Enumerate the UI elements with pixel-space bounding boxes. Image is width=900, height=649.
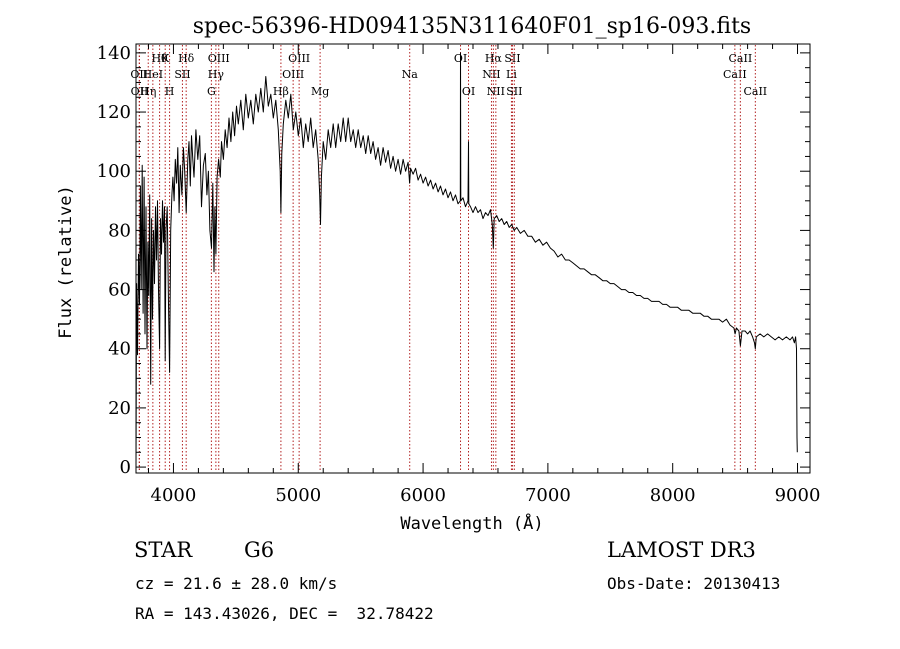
line-marker-label: K (161, 52, 170, 65)
redshift-cz: cz = 21.6 ± 28.0 km/s (135, 574, 338, 593)
y-axis-label: Flux (relative) (56, 185, 76, 339)
x-axis: 4000 5000 6000 7000 8000 9000 (147, 44, 821, 506)
x-tick-label: 5000 (275, 485, 321, 506)
line-marker-label: NII (487, 85, 505, 98)
line-marker-label: CaII (729, 52, 753, 65)
line-marker-label: Hη (140, 85, 156, 98)
line-marker-label: NII (482, 68, 500, 81)
line-markers: OIIOIIHηHeIHθKHSIIHδGHγOIIIHβOIIIOIIIMgN… (130, 45, 767, 472)
x-axis-label: Wavelength (Å) (400, 512, 543, 534)
observation-date: Obs-Date: 20130413 (607, 574, 781, 593)
line-marker-label: Hδ (178, 52, 195, 65)
chart-title: spec-56396-HD094135N311640F01_sp16-093.f… (193, 14, 751, 39)
line-marker-label: Hα (485, 52, 503, 65)
y-tick-label: 60 (108, 280, 131, 301)
y-tick-label: 100 (97, 161, 131, 182)
y-tick-label: 40 (108, 339, 131, 360)
y-tick-label: 20 (108, 398, 131, 419)
line-marker-label: OIII (208, 52, 230, 65)
x-tick-label: 6000 (400, 485, 446, 506)
line-marker-label: G (207, 85, 216, 98)
line-marker-label: HeI (143, 68, 163, 81)
line-marker-label: Li (506, 68, 517, 81)
x-tick-label: 4000 (151, 485, 197, 506)
x-tick-label: 7000 (525, 485, 571, 506)
ra-dec: RA = 143.43026, DEC = 32.78422 (135, 604, 434, 623)
line-marker-label: SII (174, 68, 190, 81)
line-marker-label: OIII (282, 68, 304, 81)
y-tick-label: 80 (108, 220, 131, 241)
line-marker-label: OIII (288, 52, 310, 65)
line-marker-label: CaII (723, 68, 747, 81)
line-marker-label: OI (462, 85, 475, 98)
line-marker-label: SII (506, 85, 522, 98)
object-class: STAR (134, 538, 193, 562)
line-marker-label: Na (402, 68, 419, 81)
line-marker-label: SII (504, 52, 520, 65)
spectrum-series (135, 52, 798, 468)
object-subclass: G6 (244, 538, 275, 562)
y-tick-label: 140 (97, 43, 131, 64)
y-axis: 0 20 40 60 80 100 120 140 (97, 43, 810, 478)
line-marker-label: Hγ (208, 68, 225, 81)
y-tick-label: 120 (97, 102, 131, 123)
line-marker-label: OII (131, 85, 149, 98)
spectrum-line-flux (135, 52, 798, 468)
line-marker-label: CaII (743, 85, 767, 98)
line-marker-label: H (165, 85, 175, 98)
survey-name: LAMOST DR3 (607, 538, 756, 562)
line-marker-label: Mg (311, 85, 329, 98)
x-tick-label: 8000 (650, 485, 696, 506)
x-tick-label: 9000 (775, 485, 821, 506)
y-tick-label: 0 (120, 457, 131, 478)
line-marker-label: Hβ (273, 85, 289, 98)
line-marker-label: Hθ (151, 52, 168, 65)
